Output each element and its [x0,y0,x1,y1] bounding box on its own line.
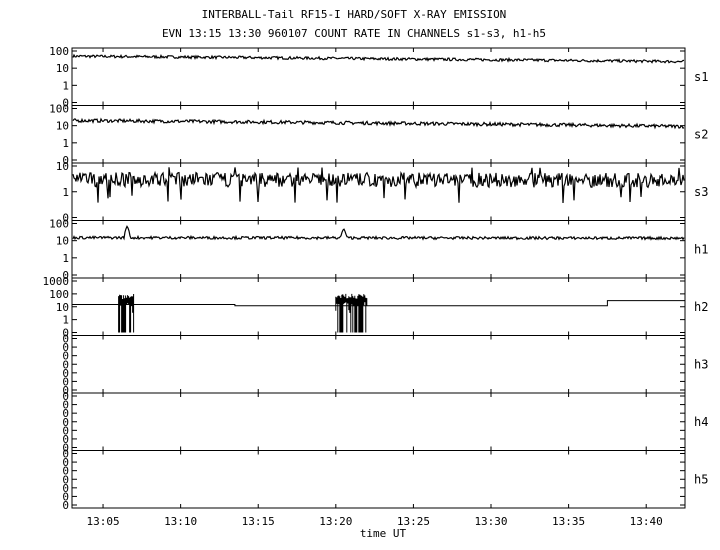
channel-label-h4: h4 [694,415,708,429]
y-tick-label: 0 [62,499,69,512]
channel-label-s2: s2 [694,127,708,141]
y-tick-label: 0 [62,350,69,363]
y-tick-label: 1 [62,252,69,265]
panel-frame [71,392,686,451]
y-tick-label: 0 [62,333,69,346]
series-line-s1 [72,53,685,64]
y-tick-label: 0 [62,442,69,455]
series-line-h2 [72,300,685,307]
channel-label-h2: h2 [694,300,708,314]
x-tick-label: 13:05 [86,515,119,528]
y-tick-label: 100 [49,103,69,116]
y-tick-label: 10 [56,301,69,314]
y-tick-label: 0 [62,473,69,486]
y-tick-label: 0 [62,269,69,282]
y-tick-label: 100 [49,288,69,301]
panel-frame [71,162,686,221]
panel-frame [71,105,686,164]
x-axis-label: time UT [360,527,407,540]
y-tick-label: 0 [62,212,69,225]
y-tick-label: 100 [49,45,69,58]
y-tick-label: 0 [62,97,69,110]
x-tick-label: 13:20 [319,515,352,528]
x-tick-label: 13:15 [242,515,275,528]
y-tick-label: 0 [62,327,69,340]
y-tick-label: 10 [56,235,69,248]
y-tick-label: 1 [62,79,69,92]
series-line-s3 [72,167,685,204]
y-tick-label: 0 [62,358,69,371]
y-tick-label: 1000 [43,275,70,288]
panel-frame [71,450,686,509]
channel-label-s1: s1 [694,70,708,84]
y-tick-label: 0 [62,375,69,388]
panel-frame [71,47,686,106]
y-tick-label: 1 [62,186,69,199]
y-tick-label: 0 [62,416,69,429]
channel-label-h5: h5 [694,472,708,486]
channel-label-s3: s3 [694,185,708,199]
panel-group: 1001010s11001010s21010s31001010h11000100… [43,45,709,512]
y-tick-label: 0 [62,154,69,167]
y-tick-label: 0 [62,482,69,495]
burst-mark [118,294,135,333]
y-tick-label: 0 [62,341,69,354]
x-tick-label: 13:40 [630,515,663,528]
y-tick-label: 0 [62,456,69,469]
y-tick-label: 0 [62,390,69,403]
y-tick-label: 10 [56,120,69,133]
burst-mark [335,293,368,333]
x-tick-label: 13:30 [474,515,507,528]
channel-label-h3: h3 [694,357,708,371]
series-line-s2 [72,117,685,130]
panel-frame [71,220,686,279]
y-tick-label: 100 [49,218,69,231]
chart-subtitle: EVN 13:15 13:30 960107 COUNT RATE IN CHA… [162,27,546,40]
y-tick-label: 0 [62,407,69,420]
y-tick-label: 0 [62,490,69,503]
y-tick-label: 0 [62,424,69,437]
series-line-h1 [72,225,685,241]
y-tick-label: 1 [62,137,69,150]
x-tick-label: 13:10 [164,515,197,528]
y-tick-label: 0 [62,448,69,461]
x-tick-label: 13:25 [397,515,430,528]
y-tick-label: 0 [62,367,69,380]
y-tick-label: 1 [62,314,69,327]
y-tick-label: 0 [62,433,69,446]
chart-title: INTERBALL-Tail RF15-I HARD/SOFT X-RAY EM… [202,8,507,21]
y-tick-label: 0 [62,399,69,412]
x-tick-label: 13:35 [552,515,585,528]
panel-frame [71,335,686,394]
panel-frame [71,277,686,336]
y-tick-label: 10 [56,62,69,75]
y-tick-label: 0 [62,465,69,478]
y-tick-label: 0 [62,384,69,397]
channel-label-h1: h1 [694,242,708,256]
burst-group [118,293,368,333]
y-tick-label: 10 [56,160,69,173]
x-axis: 13:05 13:10 13:15 13:20 13:25 13:30 13:35 13:40 [86,48,663,528]
